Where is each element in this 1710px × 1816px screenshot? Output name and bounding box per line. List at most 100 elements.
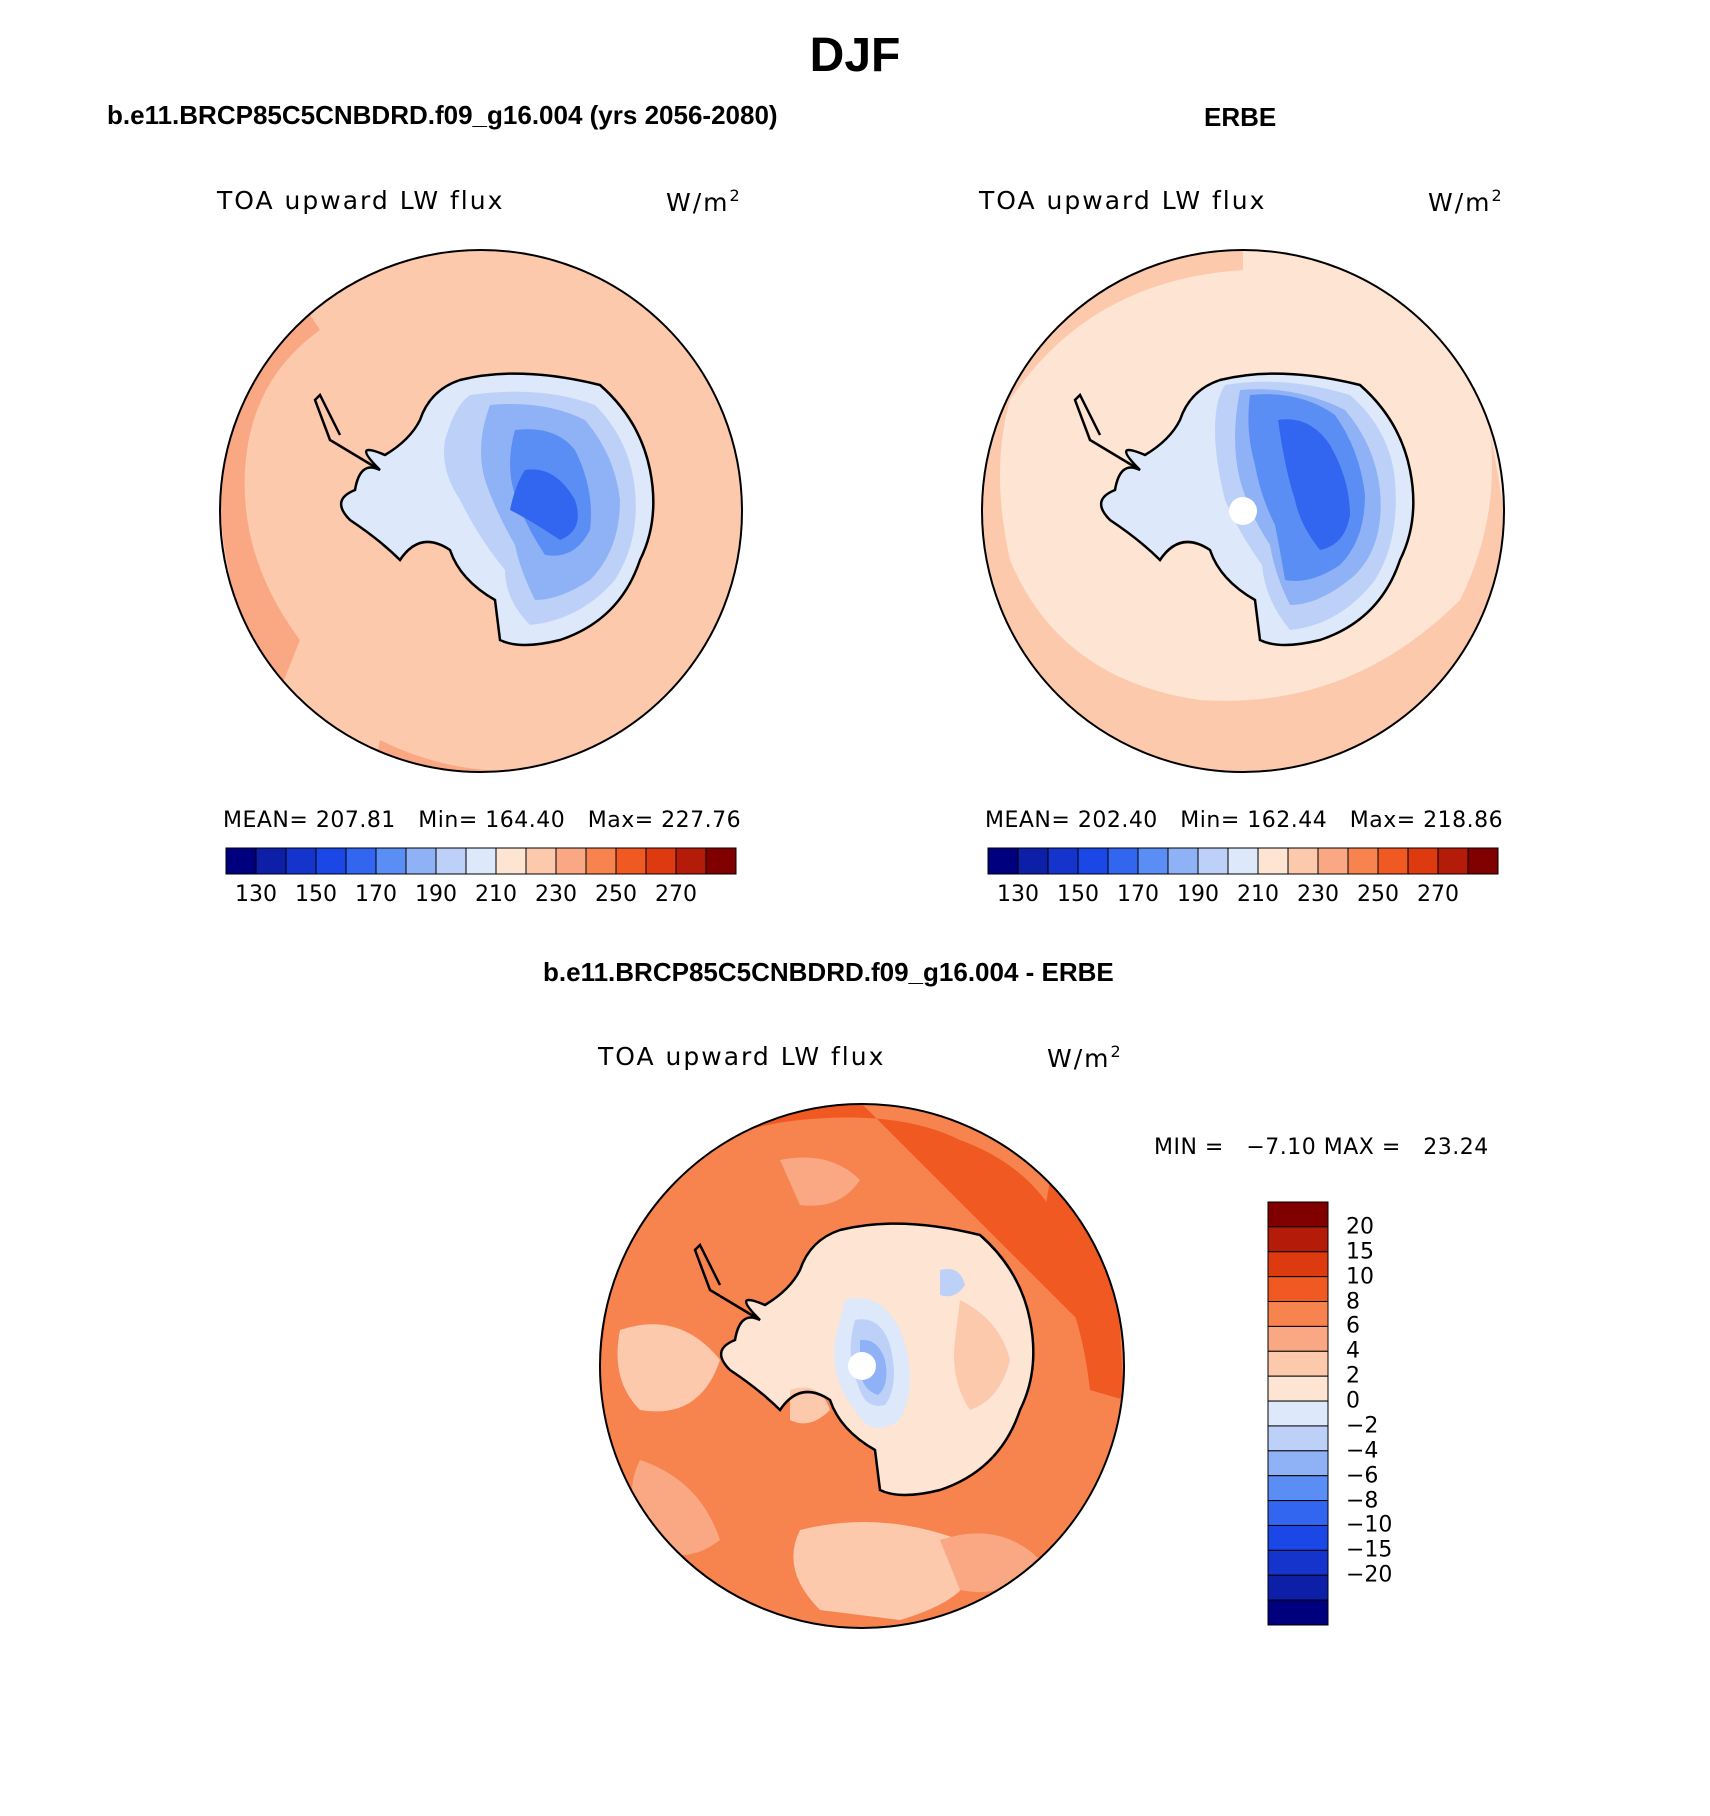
colorbar-swatch [285,847,317,875]
colorbar-swatch [1267,1549,1329,1576]
colorbar-swatch [495,847,527,875]
colorbar-swatch [675,847,707,875]
obs-pole-hole [1229,497,1257,525]
colorbar-swatch [1267,1301,1329,1327]
colorbar-tick-label: 2 [1346,1363,1360,1389]
colorbar-tick-label: −15 [1346,1537,1393,1563]
colorbar-swatch [615,847,647,875]
colorbar-swatch [1017,847,1049,875]
diff-ocean-light-4 [780,1157,860,1206]
colorbar-swatch [1047,847,1079,875]
model-continent [341,373,654,645]
panel-model-colorbar-ticks: 130 150 170 190 210 230 250 270 [226,882,736,912]
colorbar-swatch [1267,1400,1329,1427]
colorbar-swatch [1347,847,1379,875]
colorbar-swatch [1267,1201,1329,1228]
colorbar-swatch [987,847,1019,875]
colorbar-swatch [585,847,617,875]
panel-model-stats: MEAN= 207.81 Min= 164.40 Max= 227.76 [223,808,742,833]
colorbar-swatch [1227,847,1259,875]
panel-diff-units: W/m2 [1047,1042,1121,1073]
colorbar-swatch [705,847,737,875]
model-ocean-warm-edge [220,300,320,690]
panel-model-variable: TOA upward LW flux [217,186,505,215]
colorbar-tick-label: 230 [1297,882,1339,907]
colorbar-tick-label: −2 [1346,1413,1379,1439]
colorbar-tick-label: 170 [1117,882,1159,907]
model-continent-mid [444,391,636,625]
diff-ocean-light-3 [632,1460,720,1555]
panel-obs-colorbar-ticks: 130 150 170 190 210 230 250 270 [988,882,1498,912]
colorbar-swatch [1377,847,1409,875]
colorbar-tick-label: 6 [1346,1313,1360,1339]
figure-title: DJF [809,29,901,82]
colorbar-tick-label: −4 [1346,1438,1379,1464]
colorbar-swatch [525,847,557,875]
colorbar-tick-label: 10 [1346,1264,1374,1290]
colorbar-tick-label: 210 [1237,882,1279,907]
colorbar-swatch [345,847,377,875]
colorbar-tick-label: 0 [1346,1388,1360,1414]
colorbar-tick-label: 20 [1346,1214,1374,1240]
colorbar-swatch [255,847,287,875]
colorbar-swatch [1317,847,1349,875]
colorbar-swatch [1267,1450,1329,1477]
obs-continent-mid [1215,381,1396,630]
colorbar-swatch [1167,847,1199,875]
diff-continent-cool-2 [850,1319,894,1406]
colorbar-swatch [645,847,677,875]
colorbar-swatch [1197,847,1229,875]
colorbar-tick-label: −10 [1346,1512,1393,1538]
obs-ocean-warm-rim [982,250,1504,772]
colorbar-swatch [1267,1574,1329,1601]
colorbar-swatch [375,847,407,875]
colorbar-tick-label: −6 [1346,1463,1379,1489]
colorbar-swatch [1267,1251,1329,1278]
panel-diff-header: b.e11.BRCP85C5CNBDRD.f09_g16.004 - ERBE [543,957,1114,987]
panel-obs-units: W/m2 [1428,186,1502,217]
colorbar-tick-label: 15 [1346,1239,1374,1265]
diff-continent [721,1223,1034,1495]
diff-ocean-dark-rim [600,1104,1124,1366]
model-ocean [220,250,742,772]
obs-continent [1101,373,1414,645]
panel-diff-colorbar [1267,1201,1329,1626]
colorbar-swatch [405,847,437,875]
colorbar-swatch [1267,1500,1329,1526]
colorbar-swatch [1267,1599,1329,1626]
model-ocean-warm-south [370,740,610,772]
colorbar-tick-label: 170 [355,882,397,907]
panel-model-colorbar [225,847,737,875]
panel-obs-colorbar [987,847,1499,875]
colorbar-swatch [1267,1375,1329,1402]
colorbar-swatch [555,847,587,875]
diff-ocean-light-1 [617,1324,720,1412]
diff-pole-hole [848,1352,876,1380]
colorbar-swatch [1437,847,1469,875]
diff-continent-warm-2 [790,1387,830,1424]
colorbar-swatch [1137,847,1169,875]
model-continent-core [510,429,591,556]
diff-ocean-dark-right [1040,1180,1124,1400]
colorbar-tick-label: 190 [1177,882,1219,907]
colorbar-tick-label: 270 [1417,882,1459,907]
diff-ocean [600,1104,1124,1628]
colorbar-tick-label: 250 [1357,882,1399,907]
colorbar-swatch [225,847,257,875]
diff-continent-warm [954,1300,1010,1410]
colorbar-tick-label: 190 [415,882,457,907]
panel-model-units: W/m2 [666,186,740,217]
panel-obs-header: ERBE [1204,102,1277,132]
obs-coastline [1073,372,1415,647]
colorbar-tick-label: 270 [655,882,697,907]
colorbar-tick-label: 150 [295,882,337,907]
colorbar-swatch [1267,1350,1329,1377]
colorbar-swatch [1267,1325,1329,1352]
diff-ocean-light-5 [940,1533,1040,1592]
obs-ocean [982,250,1504,772]
panel-diff-variable: TOA upward LW flux [598,1042,886,1071]
colorbar-swatch [1467,847,1499,875]
colorbar-swatch [1407,847,1439,875]
colorbar-tick-label: 130 [235,882,277,907]
colorbar-swatch [1267,1276,1329,1303]
